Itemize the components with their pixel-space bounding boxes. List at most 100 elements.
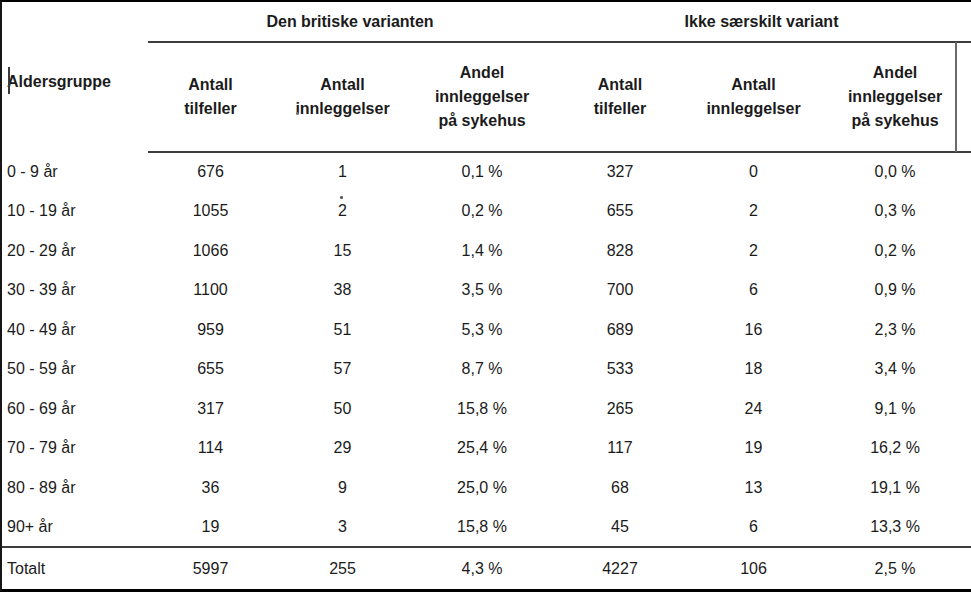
table-row-30-39: 30 - 39 år 1100 38 3,5 % 700 6 0,9 % xyxy=(2,271,971,311)
total-value-cell: 2,5 % xyxy=(819,547,971,589)
value-cell: 1 xyxy=(273,152,412,192)
column-header-admissions-other: Antall innleggelser xyxy=(688,42,819,152)
value-cell: 317 xyxy=(148,389,273,429)
column-header-row: Aldersgruppe Antall tilfeller Antall inn… xyxy=(2,42,971,152)
table-row-total: Totalt 5997 255 4,3 % 4227 106 2,5 % xyxy=(2,547,971,589)
value-cell: 0,2 % xyxy=(412,192,552,232)
value-cell: 2 xyxy=(688,192,819,232)
age-group-label: 0 - 9 år xyxy=(2,152,148,192)
value-cell: 3,5 % xyxy=(412,271,552,311)
value-cell: 8,7 % xyxy=(412,350,552,390)
value-cell: 3 xyxy=(273,508,412,548)
value-cell: 51 xyxy=(273,310,412,350)
table-row-50-59: 50 - 59 år 655 57 8,7 % 533 18 3,4 % xyxy=(2,350,971,390)
group-header-british-variant: Den britiske varianten xyxy=(148,2,552,42)
column-header-admission-share-british: Andel innleggelser på sykehus xyxy=(412,42,552,152)
value-cell: 45 xyxy=(552,508,688,548)
value-cell: 689 xyxy=(552,310,688,350)
column-header-admission-share-other: Andel innleggelser på sykehus xyxy=(819,42,971,152)
stray-dot-artifact xyxy=(340,196,343,199)
value-cell: 25,4 % xyxy=(412,429,552,469)
value-cell: 9 xyxy=(273,468,412,508)
total-value-cell: 106 xyxy=(688,547,819,589)
value-cell: 700 xyxy=(552,271,688,311)
group-header-spacer xyxy=(2,2,148,42)
value-cell: 18 xyxy=(688,350,819,390)
total-value-cell: 4,3 % xyxy=(412,547,552,589)
total-label: Totalt xyxy=(2,547,148,589)
age-group-label: 40 - 49 år xyxy=(2,310,148,350)
total-value-cell: 255 xyxy=(273,547,412,589)
value-cell: 5,3 % xyxy=(412,310,552,350)
table-row-10-19: 10 - 19 år 1055 2 0,2 % 655 2 0,3 % xyxy=(2,192,971,232)
table-row-90plus: 90+ år 19 3 15,8 % 45 6 13,3 % xyxy=(2,508,971,548)
value-cell: 0,3 % xyxy=(819,192,971,232)
value-cell: 57 xyxy=(273,350,412,390)
value-cell: 29 xyxy=(273,429,412,469)
value-cell: 15,8 % xyxy=(412,389,552,429)
total-value-cell: 5997 xyxy=(148,547,273,589)
value-cell: 25,0 % xyxy=(412,468,552,508)
value-cell: 117 xyxy=(552,429,688,469)
table-row-80-89: 80 - 89 år 36 9 25,0 % 68 13 19,1 % xyxy=(2,468,971,508)
value-cell: 68 xyxy=(552,468,688,508)
value-cell: 0,0 % xyxy=(819,152,971,192)
value-cell: 36 xyxy=(148,468,273,508)
value-cell: 0,2 % xyxy=(819,231,971,271)
value-cell: 50 xyxy=(273,389,412,429)
value-cell: 15 xyxy=(273,231,412,271)
value-cell: 15,8 % xyxy=(412,508,552,548)
value-cell: 114 xyxy=(148,429,273,469)
value-cell: 38 xyxy=(273,271,412,311)
value-cell: 1100 xyxy=(148,271,273,311)
value-cell: 655 xyxy=(552,192,688,232)
value-cell: 6 xyxy=(688,508,819,548)
age-variant-table: Den britiske varianten Ikke særskilt var… xyxy=(2,2,971,589)
age-group-label: 90+ år xyxy=(2,508,148,548)
value-cell: 327 xyxy=(552,152,688,192)
age-group-label: 20 - 29 år xyxy=(2,231,148,271)
value-cell: 1066 xyxy=(148,231,273,271)
age-group-label: 50 - 59 år xyxy=(2,350,148,390)
cell-border-artifact xyxy=(955,42,957,152)
value-cell: 1,4 % xyxy=(412,231,552,271)
age-group-label: 60 - 69 år xyxy=(2,389,148,429)
value-cell: 9,1 % xyxy=(819,389,971,429)
value-cell: 655 xyxy=(148,350,273,390)
column-header-age-group: Aldersgruppe xyxy=(2,42,148,152)
value-cell: 1055 xyxy=(148,192,273,232)
stray-dot-artifact xyxy=(296,112,299,115)
table-row-60-69: 60 - 69 år 317 50 15,8 % 265 24 9,1 % xyxy=(2,389,971,429)
value-cell: 3,4 % xyxy=(819,350,971,390)
group-header-no-specific-variant: Ikke særskilt variant xyxy=(552,2,971,42)
value-cell: 19 xyxy=(148,508,273,548)
value-cell: 2,3 % xyxy=(819,310,971,350)
value-cell: 2 xyxy=(688,231,819,271)
value-cell: 959 xyxy=(148,310,273,350)
value-cell: 24 xyxy=(688,389,819,429)
value-cell: 676 xyxy=(148,152,273,192)
table-row-20-29: 20 - 29 år 1066 15 1,4 % 828 2 0,2 % xyxy=(2,231,971,271)
column-header-cases-other: Antall tilfeller xyxy=(552,42,688,152)
value-cell: 0,1 % xyxy=(412,152,552,192)
group-header-row: Den britiske varianten Ikke særskilt var… xyxy=(2,2,971,42)
value-cell: 0,9 % xyxy=(819,271,971,311)
value-cell: 19,1 % xyxy=(819,468,971,508)
value-cell: 16 xyxy=(688,310,819,350)
table-row-70-79: 70 - 79 år 114 29 25,4 % 117 19 16,2 % xyxy=(2,429,971,469)
value-cell: 533 xyxy=(552,350,688,390)
value-cell: 16,2 % xyxy=(819,429,971,469)
age-group-label: 70 - 79 år xyxy=(2,429,148,469)
age-group-label: 10 - 19 år xyxy=(2,192,148,232)
age-group-label: 80 - 89 år xyxy=(2,468,148,508)
value-cell: 6 xyxy=(688,271,819,311)
table-row-40-49: 40 - 49 år 959 51 5,3 % 689 16 2,3 % xyxy=(2,310,971,350)
value-cell: 828 xyxy=(552,231,688,271)
text-cursor-caret xyxy=(8,67,10,94)
value-cell: 19 xyxy=(688,429,819,469)
column-header-cases-british: Antall tilfeller xyxy=(148,42,273,152)
value-cell: 2 xyxy=(273,192,412,232)
value-cell: 265 xyxy=(552,389,688,429)
document-canvas[interactable]: Den britiske varianten Ikke særskilt var… xyxy=(0,0,971,592)
total-value-cell: 4227 xyxy=(552,547,688,589)
